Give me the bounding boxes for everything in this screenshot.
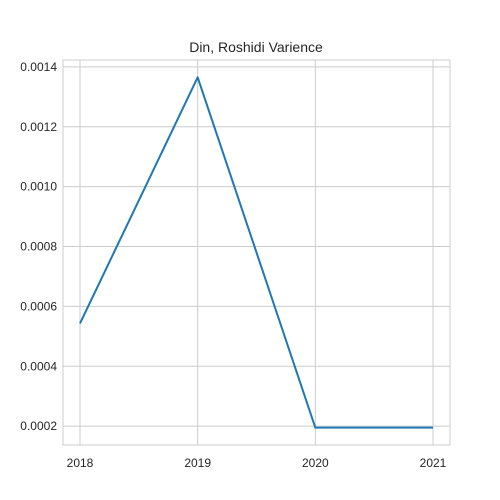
y-tick-label: 0.0006 xyxy=(20,299,57,313)
x-tick-label: 2020 xyxy=(302,456,329,470)
plot-frame xyxy=(62,59,451,446)
x-tick-label: 2018 xyxy=(67,456,94,470)
series-line xyxy=(79,76,433,429)
grid xyxy=(63,60,450,445)
y-tick-label: 0.0012 xyxy=(20,120,57,134)
chart-title: Din, Roshidi Varience xyxy=(189,39,323,55)
y-tick-label: 0.0010 xyxy=(20,180,57,194)
y-tick-label: 0.0008 xyxy=(20,240,57,254)
x-tick-label: 2021 xyxy=(420,456,447,470)
x-tick-labels: 2018 2019 2020 2021 xyxy=(67,456,447,470)
series-layer xyxy=(79,76,433,429)
y-tick-label: 0.0014 xyxy=(20,60,57,74)
y-tick-label: 0.0004 xyxy=(20,359,57,373)
y-tick-labels: 0.0002 0.0004 0.0006 0.0008 0.0010 0.0012 0.00… xyxy=(20,60,57,433)
y-tick-label: 0.0002 xyxy=(20,419,57,433)
x-tick-label: 2019 xyxy=(184,456,211,470)
